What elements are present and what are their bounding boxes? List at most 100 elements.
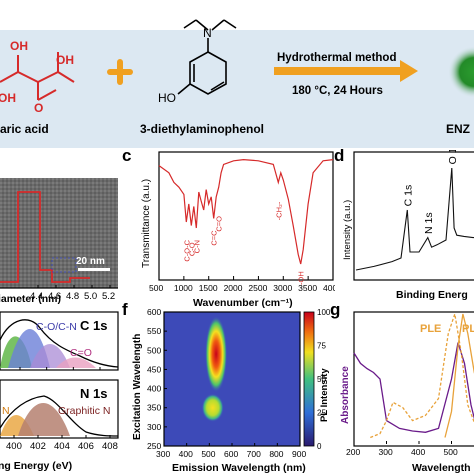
pl-map-xtick-label: 300 <box>156 449 170 459</box>
pl-map-xtick-label: 400 <box>179 449 193 459</box>
c1s-peak-purple <box>30 344 70 368</box>
ftir-tick-label: 1500 <box>199 283 218 293</box>
xps-xlabel: Binding Energ <box>396 289 468 301</box>
pl-map-xtick-label: 500 <box>201 449 215 459</box>
n1s-panel: N 1s Graphitic N N 400 402 404 406 408 ng En… <box>0 379 119 472</box>
tartaric-oh-left: OH <box>0 91 16 105</box>
n1s-tick-label: 400 <box>6 441 22 452</box>
pl-map-ytick-label: 450 <box>147 364 161 374</box>
colorbar-tick-label: 0 <box>317 442 322 451</box>
ple-line <box>370 313 474 439</box>
n1s-tick-label: 408 <box>102 441 118 452</box>
n1s-tick-label: 406 <box>78 441 94 452</box>
abs-ylabel: Absorbance <box>340 366 351 424</box>
pl-map-ylabel: Excitation Wavelength <box>132 334 143 440</box>
xps-survey-line <box>355 167 474 271</box>
tartaric-acid-structure <box>0 52 75 101</box>
ftir-annotation: C-O-C <box>182 239 191 261</box>
absorbance-chart: 200 300 400 500 PLE PL Absorbance Wavelengt… <box>340 311 474 474</box>
reactant1-name: aric acid <box>0 122 49 136</box>
pl-line <box>444 313 474 438</box>
ftir-annotation: -OH <box>297 271 306 285</box>
ftir-annotation: C=C <box>210 230 219 246</box>
n1s-title: N 1s <box>80 386 107 401</box>
synthesis-banner <box>0 30 474 148</box>
ftir-annotation: C-O <box>187 242 196 256</box>
n1s-tick-label: 402 <box>30 441 46 452</box>
n1s-xlabel: ng Energy (eV) <box>0 460 72 472</box>
amine-n-label: N <box>203 26 212 40</box>
diethylaminophenol-structure <box>177 19 237 95</box>
panel-label-g: g <box>330 300 341 319</box>
tartaric-oh-right: OH <box>56 53 74 67</box>
pl-map-xlabel: Emission Wavelength (nm) <box>172 462 306 474</box>
method-label: Hydrothermal method <box>277 52 397 64</box>
plus-icon <box>107 59 133 85</box>
pl-map-xtick-label: 700 <box>247 449 261 459</box>
pl-map-bg <box>163 311 301 447</box>
product-dot <box>448 46 474 98</box>
colorbar-tick-label: 75 <box>317 342 326 351</box>
n1s-tick-label: 404 <box>54 441 70 452</box>
c1s-panel: C 1s C-O/C-N C=O 286288290292 <box>0 311 119 371</box>
ftir-tick-label: 500 <box>149 283 163 293</box>
c1s-label-ceo: C=O <box>70 347 92 359</box>
ftir-tick-label: 3500 <box>298 283 317 293</box>
absorbance-line <box>353 342 474 433</box>
ftir-chart: 500 1000 1500 2000 2500 3000 3500 4000 C-O-CC-O… <box>141 151 335 309</box>
tem-xlabel: iameter (nm) <box>0 293 61 305</box>
abs-tick-label: 300 <box>379 447 393 457</box>
c1s-title: C 1s <box>80 318 107 333</box>
tartaric-o: O <box>34 101 43 115</box>
reactant2-name: 3-diethylaminophenol <box>140 122 264 136</box>
pl-map-peak <box>201 393 224 422</box>
pl-map-peak <box>205 316 228 393</box>
reaction-arrow <box>274 60 418 82</box>
scale-bar-label: 20 nm <box>76 256 105 267</box>
c1s-envelope <box>0 319 119 368</box>
ftir-xlabel: Wavenumber (cm⁻¹) <box>193 297 293 309</box>
n1s-peak-brown <box>18 403 70 436</box>
pl-map-ytick-label: 400 <box>147 384 161 394</box>
pl-map-ytick-label: 250 <box>147 441 161 451</box>
synthesis-scheme: OH OH OH O aric acid N HO 3-diethylamino… <box>0 19 474 136</box>
ftir-tick-label: 3000 <box>273 283 292 293</box>
colorbar <box>303 311 315 447</box>
tartaric-oh-top: OH <box>10 39 28 53</box>
colorbar-tick-label: 100 <box>317 308 330 317</box>
pl-map-chart: 300 400 500 600 700 800 9002503003504004505005… <box>132 307 330 474</box>
ftir-annotation: C-N <box>192 240 201 253</box>
product-name: ENZ <box>446 122 470 136</box>
pl-map-xtick-label: 900 <box>292 449 306 459</box>
panel-label-f: f <box>122 300 128 319</box>
pl-map-xtick-label: 800 <box>269 449 283 459</box>
pl-map-ytick-label: 350 <box>147 403 161 413</box>
c1s-label-co: C-O/C-N <box>36 321 77 333</box>
xps-peak-label: C 1s <box>402 185 414 207</box>
colorbar-tick-label: 50 <box>317 375 326 384</box>
panel-label-c: c <box>122 146 132 165</box>
pl-map-ytick-label: 600 <box>147 307 161 317</box>
ftir-annotation: -CH₂- <box>274 201 283 220</box>
xps-survey-chart: C 1s N 1s O 1s Intensity (a.u.) Binding En… <box>342 150 474 301</box>
legend-ple: PLE <box>420 323 441 335</box>
ftir-ylabel: Transmittance (a.u.) <box>141 179 152 268</box>
tem-tick-label: 4.4 <box>30 291 43 302</box>
panel-label-d: d <box>334 146 345 165</box>
ftir-tick-label: 4000 <box>323 283 335 293</box>
ftir-tick-label: 2000 <box>224 283 243 293</box>
xps-peak-label: O 1s <box>447 150 459 164</box>
colorbar-label: PL Intensity <box>319 368 330 422</box>
pl-map-ytick-label: 300 <box>147 422 161 432</box>
pl-map-ytick-label: 500 <box>147 345 161 355</box>
conditions-label: 180 °C, 24 Hours <box>292 85 383 97</box>
colorbar-tick-label: 25 <box>317 409 326 418</box>
legend-pl: PL <box>462 323 474 335</box>
ftir-spectrum-line <box>158 158 334 265</box>
ftir-tick-label: 1000 <box>174 283 193 293</box>
abs-tick-label: 500 <box>444 447 458 457</box>
pl-map-xtick-label: 600 <box>224 449 238 459</box>
phenol-ho-label: HO <box>158 91 176 105</box>
pl-map-ytick-label: 550 <box>147 326 161 336</box>
abs-tick-label: 200 <box>346 447 360 457</box>
